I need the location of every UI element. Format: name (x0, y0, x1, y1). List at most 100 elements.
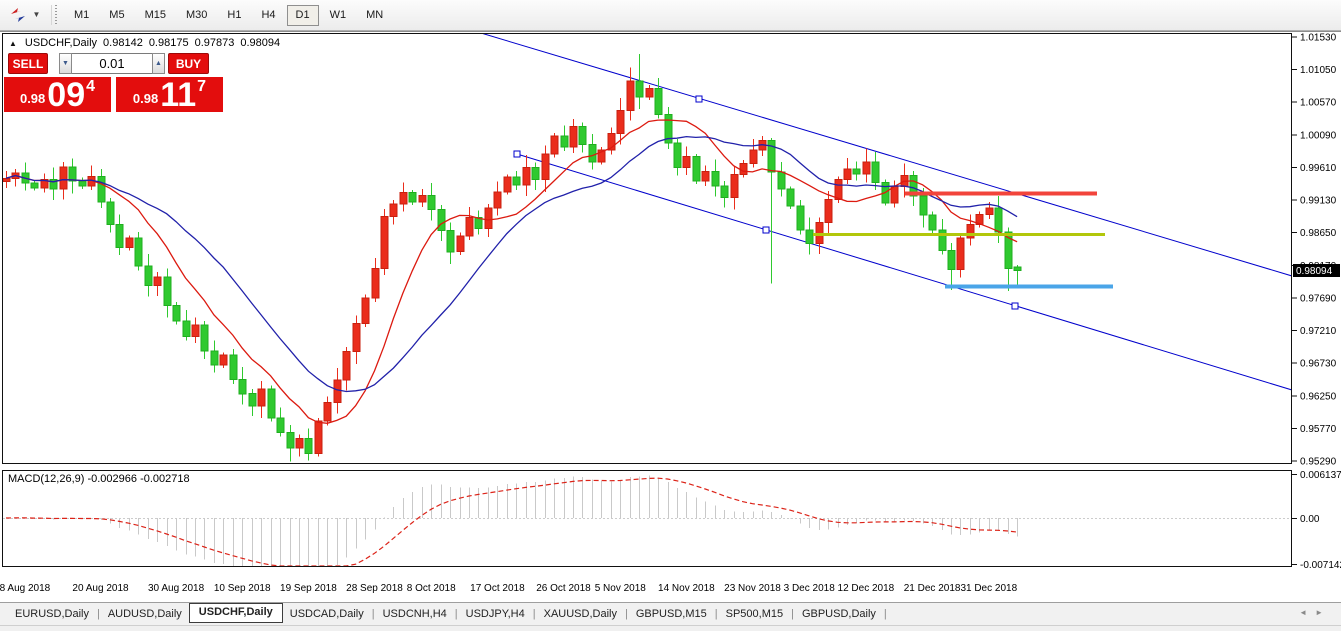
toolbar-grip[interactable] (51, 5, 58, 25)
timeframe-button-MN[interactable]: MN (357, 5, 392, 26)
candle-body (219, 354, 228, 366)
tabs-scroll-left-icon[interactable]: ◄ (1299, 608, 1316, 617)
candle-body (295, 438, 304, 449)
sell-price-panel[interactable]: 0.98 09 4 (4, 77, 111, 112)
candle-body (588, 143, 597, 163)
tab-usdcnh-h4[interactable]: USDCNH,H4 (382, 608, 447, 620)
trendline-2 (516, 153, 1291, 391)
volume-input[interactable]: 0.01 (72, 53, 152, 74)
timeframe-button-M30[interactable]: M30 (177, 5, 216, 26)
timeframe-button-M5[interactable]: M5 (100, 5, 133, 26)
candle-body (408, 192, 417, 203)
candle-body (569, 126, 578, 148)
price-tick-label: 1.01050 (1300, 65, 1337, 76)
candle-body (49, 179, 58, 190)
date-tick-label: 21 Dec 2018 (904, 583, 961, 594)
macd-tick-label: 0.00 (1300, 514, 1320, 525)
candle-body (834, 179, 843, 200)
date-tick-label: 31 Dec 2018 (960, 583, 1017, 594)
date-tick-label: 8 Aug 2018 (0, 583, 51, 594)
candle-body (163, 276, 172, 306)
candle-body (531, 167, 540, 181)
candle-body (125, 237, 134, 249)
price-tick-label: 0.98650 (1300, 228, 1337, 239)
candle-body (229, 354, 238, 380)
tab-usdchf-daily[interactable]: USDCHF,Daily (188, 603, 283, 623)
price-tick-label: 0.99610 (1300, 163, 1337, 174)
timeframe-button-H1[interactable]: H1 (218, 5, 250, 26)
tab-separator: | (532, 608, 536, 620)
candle-body (720, 185, 729, 198)
tab-audusd-daily[interactable]: AUDUSD,Daily (107, 608, 182, 620)
timeframe-button-M15[interactable]: M15 (136, 5, 175, 26)
macd-plot-layer (3, 475, 1291, 566)
candle-body (191, 324, 200, 338)
candle-body (418, 194, 427, 203)
candle-body (541, 153, 550, 181)
timeframe-button-H4[interactable]: H4 (252, 5, 284, 26)
candle-body (730, 173, 739, 198)
candle-body (380, 215, 389, 270)
tab-gbpusd-m15[interactable]: GBPUSD,M15 (635, 608, 707, 620)
tab-separator: | (714, 608, 718, 620)
tab-separator: | (624, 608, 628, 620)
candle-body (361, 297, 370, 325)
date-tick-label: 5 Nov 2018 (595, 583, 647, 594)
candle-body (890, 186, 899, 204)
candle-body (626, 80, 635, 111)
candle-body (578, 126, 587, 145)
date-tick-label: 3 Dec 2018 (784, 583, 836, 594)
candle-body (994, 207, 1003, 233)
tab-eurusd-daily[interactable]: EURUSD,Daily (15, 608, 89, 620)
candle-body (550, 135, 559, 155)
candle-body (607, 133, 616, 151)
current-price-tag (1293, 264, 1340, 277)
candle-body (692, 156, 701, 182)
candle-body (862, 161, 871, 175)
sell-button[interactable]: SELL (8, 53, 48, 74)
buy-price-panel[interactable]: 0.98 11 7 (116, 77, 223, 112)
buy-button[interactable]: BUY (168, 53, 209, 74)
candle-body (616, 109, 625, 135)
tab-usdjpy-h4[interactable]: USDJPY,H4 (465, 608, 525, 620)
tabs-scroll-right-icon[interactable]: ► (1315, 608, 1331, 617)
chart-windows-button[interactable] (6, 4, 30, 26)
candle-body (805, 229, 814, 245)
candle-body (767, 139, 776, 173)
price-tick-label: 0.96730 (1300, 359, 1337, 370)
sell-price-prefix: 0.98 (19, 91, 46, 106)
volume-decrease-button[interactable]: ▼ (59, 53, 72, 74)
chevron-down-icon: ▼ (62, 60, 69, 67)
candle-body (314, 420, 323, 454)
candle-body (342, 351, 351, 381)
tab-gbpusd-daily[interactable]: GBPUSD,Daily (801, 608, 876, 620)
sell-price-point: 4 (86, 78, 96, 95)
candle-body (456, 235, 465, 253)
tab-xauusd-daily[interactable]: XAUUSD,Daily (543, 608, 617, 620)
candle-body (503, 176, 512, 193)
collapse-icon[interactable]: ▲ (9, 38, 17, 48)
candle-body (786, 188, 795, 207)
one-click-trading-panel: SELL ▼ 0.01 ▲ BUY 0.98 09 4 0.98 11 7 (4, 53, 223, 112)
candle-body (852, 168, 861, 175)
volume-increase-button[interactable]: ▲ (152, 53, 165, 74)
timeframe-button-D1[interactable]: D1 (286, 4, 319, 26)
candle-body (78, 180, 87, 187)
price-tick-label: 0.99130 (1300, 196, 1337, 207)
ohlc-low: 0.97873 (194, 37, 235, 49)
chart-canvas[interactable]: 1.01530 1.01050 1.00570 1.00090 0.99610 0.991… (0, 31, 1341, 601)
symbol-tabbar: EURUSD,Daily | AUDUSD,Daily USDCHF,Daily USD… (0, 602, 1341, 625)
price-tick-label: 0.95770 (1300, 424, 1337, 435)
candle-body (938, 229, 947, 251)
timeframe-button-W1[interactable]: W1 (321, 5, 356, 26)
timeframe-button-M1[interactable]: M1 (65, 5, 98, 26)
tab-usdcad-daily[interactable]: USDCAD,Daily (289, 608, 364, 620)
candle-body (484, 207, 493, 230)
chart-windows-dropdown[interactable]: ▼ (30, 4, 43, 26)
buy-price-pips: 11 (160, 76, 197, 114)
tab-sp500-m15[interactable]: SP500,M15 (725, 608, 784, 620)
candle-body (654, 88, 663, 115)
candle-body (333, 379, 342, 404)
price-tick-label: 1.00090 (1300, 130, 1337, 141)
chart-header: ▲ USDCHF,Daily 0.98142 0.98175 0.97873 0… (9, 37, 280, 49)
